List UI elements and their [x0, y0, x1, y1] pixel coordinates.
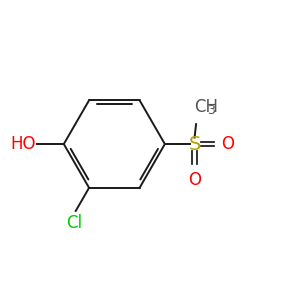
- Text: O: O: [221, 135, 234, 153]
- Text: CH: CH: [195, 98, 219, 116]
- Text: O: O: [188, 171, 201, 189]
- Text: 3: 3: [207, 104, 215, 117]
- Text: HO: HO: [10, 135, 36, 153]
- Text: Cl: Cl: [66, 214, 82, 232]
- Text: S: S: [188, 135, 201, 154]
